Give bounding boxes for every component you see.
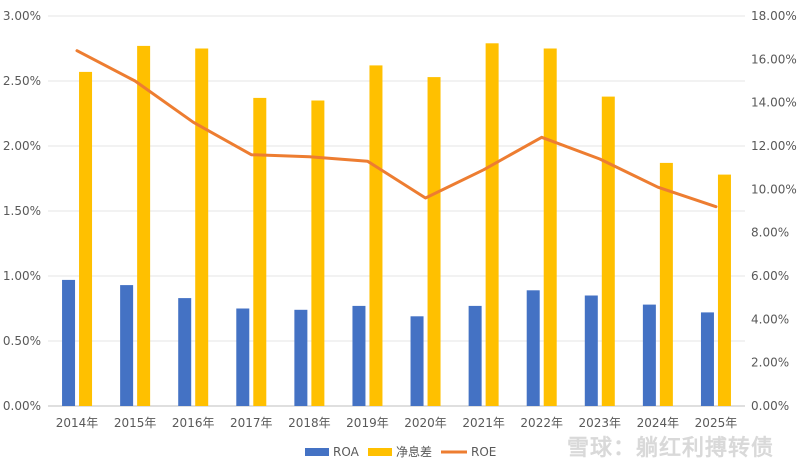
legend-swatch-净息差: [368, 448, 392, 456]
bar-净息差: [717, 174, 731, 406]
bar-ROA: [526, 290, 540, 406]
bar-ROA: [62, 279, 76, 406]
watermark: 雪球：躺红利搏转债: [566, 436, 774, 461]
legend: ROA 净息差 ROE: [305, 444, 496, 459]
bar-净息差: [311, 100, 325, 406]
y-left-tick-label: 0.50%: [3, 334, 41, 348]
x-tick-label: 2020年: [404, 416, 447, 430]
bar-净息差: [195, 48, 209, 406]
y-right-tick-label: 2.00%: [751, 356, 789, 370]
x-tick-label: 2018年: [288, 416, 331, 430]
bar-ROA: [236, 308, 250, 406]
bar-ROA: [120, 285, 134, 406]
y-right-tick-label: 14.00%: [751, 96, 797, 110]
bar-净息差: [485, 43, 499, 407]
bar-净息差: [369, 65, 383, 407]
x-tick-label: 2021年: [462, 416, 505, 430]
bar-净息差: [137, 45, 151, 407]
y-right-tick-label: 8.00%: [751, 226, 789, 240]
legend-swatch-ROA: [305, 448, 329, 456]
bar-ROA: [352, 305, 366, 406]
bar-净息差: [427, 77, 441, 406]
y-left-tick-label: 1.50%: [3, 204, 41, 218]
x-tick-label: 2019年: [346, 416, 389, 430]
bar-ROA: [584, 295, 598, 406]
y-right-tick-label: 4.00%: [751, 312, 789, 326]
bar-ROA: [468, 305, 482, 406]
bar-ROA: [178, 298, 192, 406]
x-tick-label: 2014年: [56, 416, 99, 430]
y-left-tick-label: 0.00%: [3, 399, 41, 413]
bar-series: [62, 43, 731, 407]
gridlines: [48, 15, 745, 407]
x-tick-label: 2024年: [637, 416, 680, 430]
legend-label-ROA: ROA: [333, 445, 360, 459]
x-axis-ticks: 2014年 2015年 2016年 2017年 2018年 2019年 2020年 2021年…: [56, 416, 737, 430]
y-right-tick-label: 0.00%: [751, 399, 789, 413]
left-axis-ticks: 0.00% 0.50% 1.00% 1.50% 2.00% 2.50% 3.00%: [3, 9, 41, 413]
bar-ROA: [410, 316, 424, 406]
x-tick-label: 2016年: [172, 416, 215, 430]
line-ROE: [75, 49, 718, 209]
y-right-tick-label: 18.00%: [751, 9, 797, 23]
y-left-tick-label: 3.00%: [3, 9, 41, 23]
y-right-tick-label: 6.00%: [751, 269, 789, 283]
y-right-tick-label: 12.00%: [751, 139, 797, 153]
x-tick-label: 2015年: [114, 416, 157, 430]
bar-净息差: [79, 71, 93, 407]
y-right-tick-label: 10.00%: [751, 182, 797, 196]
legend-label-净息差: 净息差: [396, 444, 432, 459]
bar-ROA: [642, 304, 656, 406]
x-tick-label: 2017年: [230, 416, 273, 430]
y-left-tick-label: 1.00%: [3, 269, 41, 283]
x-tick-label: 2025年: [695, 416, 738, 430]
y-left-tick-label: 2.00%: [3, 139, 41, 153]
line-series: [75, 49, 718, 209]
x-tick-label: 2022年: [520, 416, 563, 430]
bar-ROA: [700, 312, 714, 406]
bar-净息差: [659, 162, 673, 406]
legend-label-ROE: ROE: [471, 445, 496, 459]
bar-净息差: [601, 96, 615, 406]
bar-ROA: [294, 309, 308, 406]
bar-净息差: [543, 48, 557, 406]
right-axis-ticks: 0.00% 2.00% 4.00% 6.00% 8.00% 10.00% 12.00% 14.…: [751, 9, 797, 413]
y-right-tick-label: 16.00%: [751, 52, 797, 66]
bar-净息差: [253, 97, 267, 407]
x-tick-label: 2023年: [579, 416, 622, 430]
y-left-tick-label: 2.50%: [3, 74, 41, 88]
